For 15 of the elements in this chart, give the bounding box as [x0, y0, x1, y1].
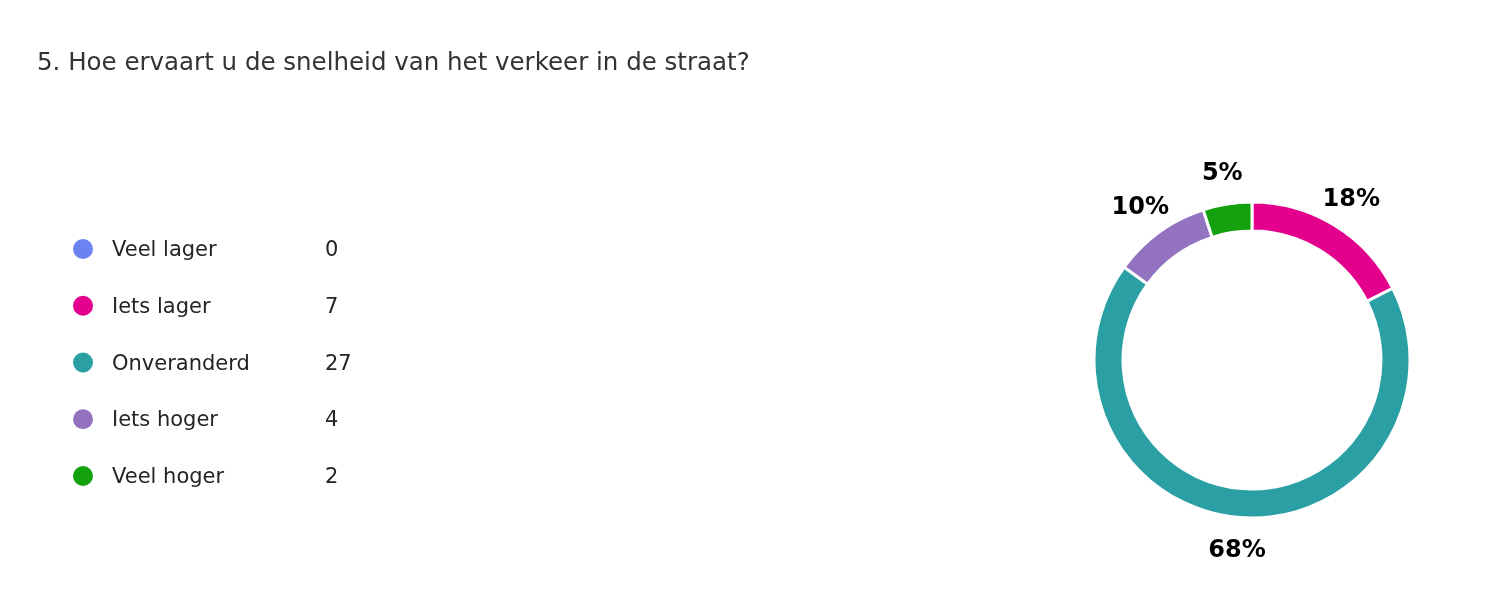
legend-label: Veel lager [112, 237, 218, 261]
chart-title: 5. Hoe ervaart u de snelheid van het verkeer in de straat? [37, 46, 750, 76]
text: 5% [1201, 158, 1243, 187]
data-label: 7 [325, 293, 339, 318]
text: 10% [1111, 192, 1170, 221]
data-label: 4 [325, 407, 339, 432]
data-label: 2 [325, 464, 339, 488]
data-label: 27 [325, 350, 352, 375]
legend-label: Veel hoger [112, 464, 225, 488]
legend-label: Onveranderd [112, 350, 250, 375]
legend-label: Iets hoger [112, 407, 219, 432]
legend-label: Iets lager [112, 293, 211, 318]
text: 68% [1208, 535, 1266, 564]
text: 0 [325, 237, 339, 261]
text: 18% [1322, 184, 1380, 212]
